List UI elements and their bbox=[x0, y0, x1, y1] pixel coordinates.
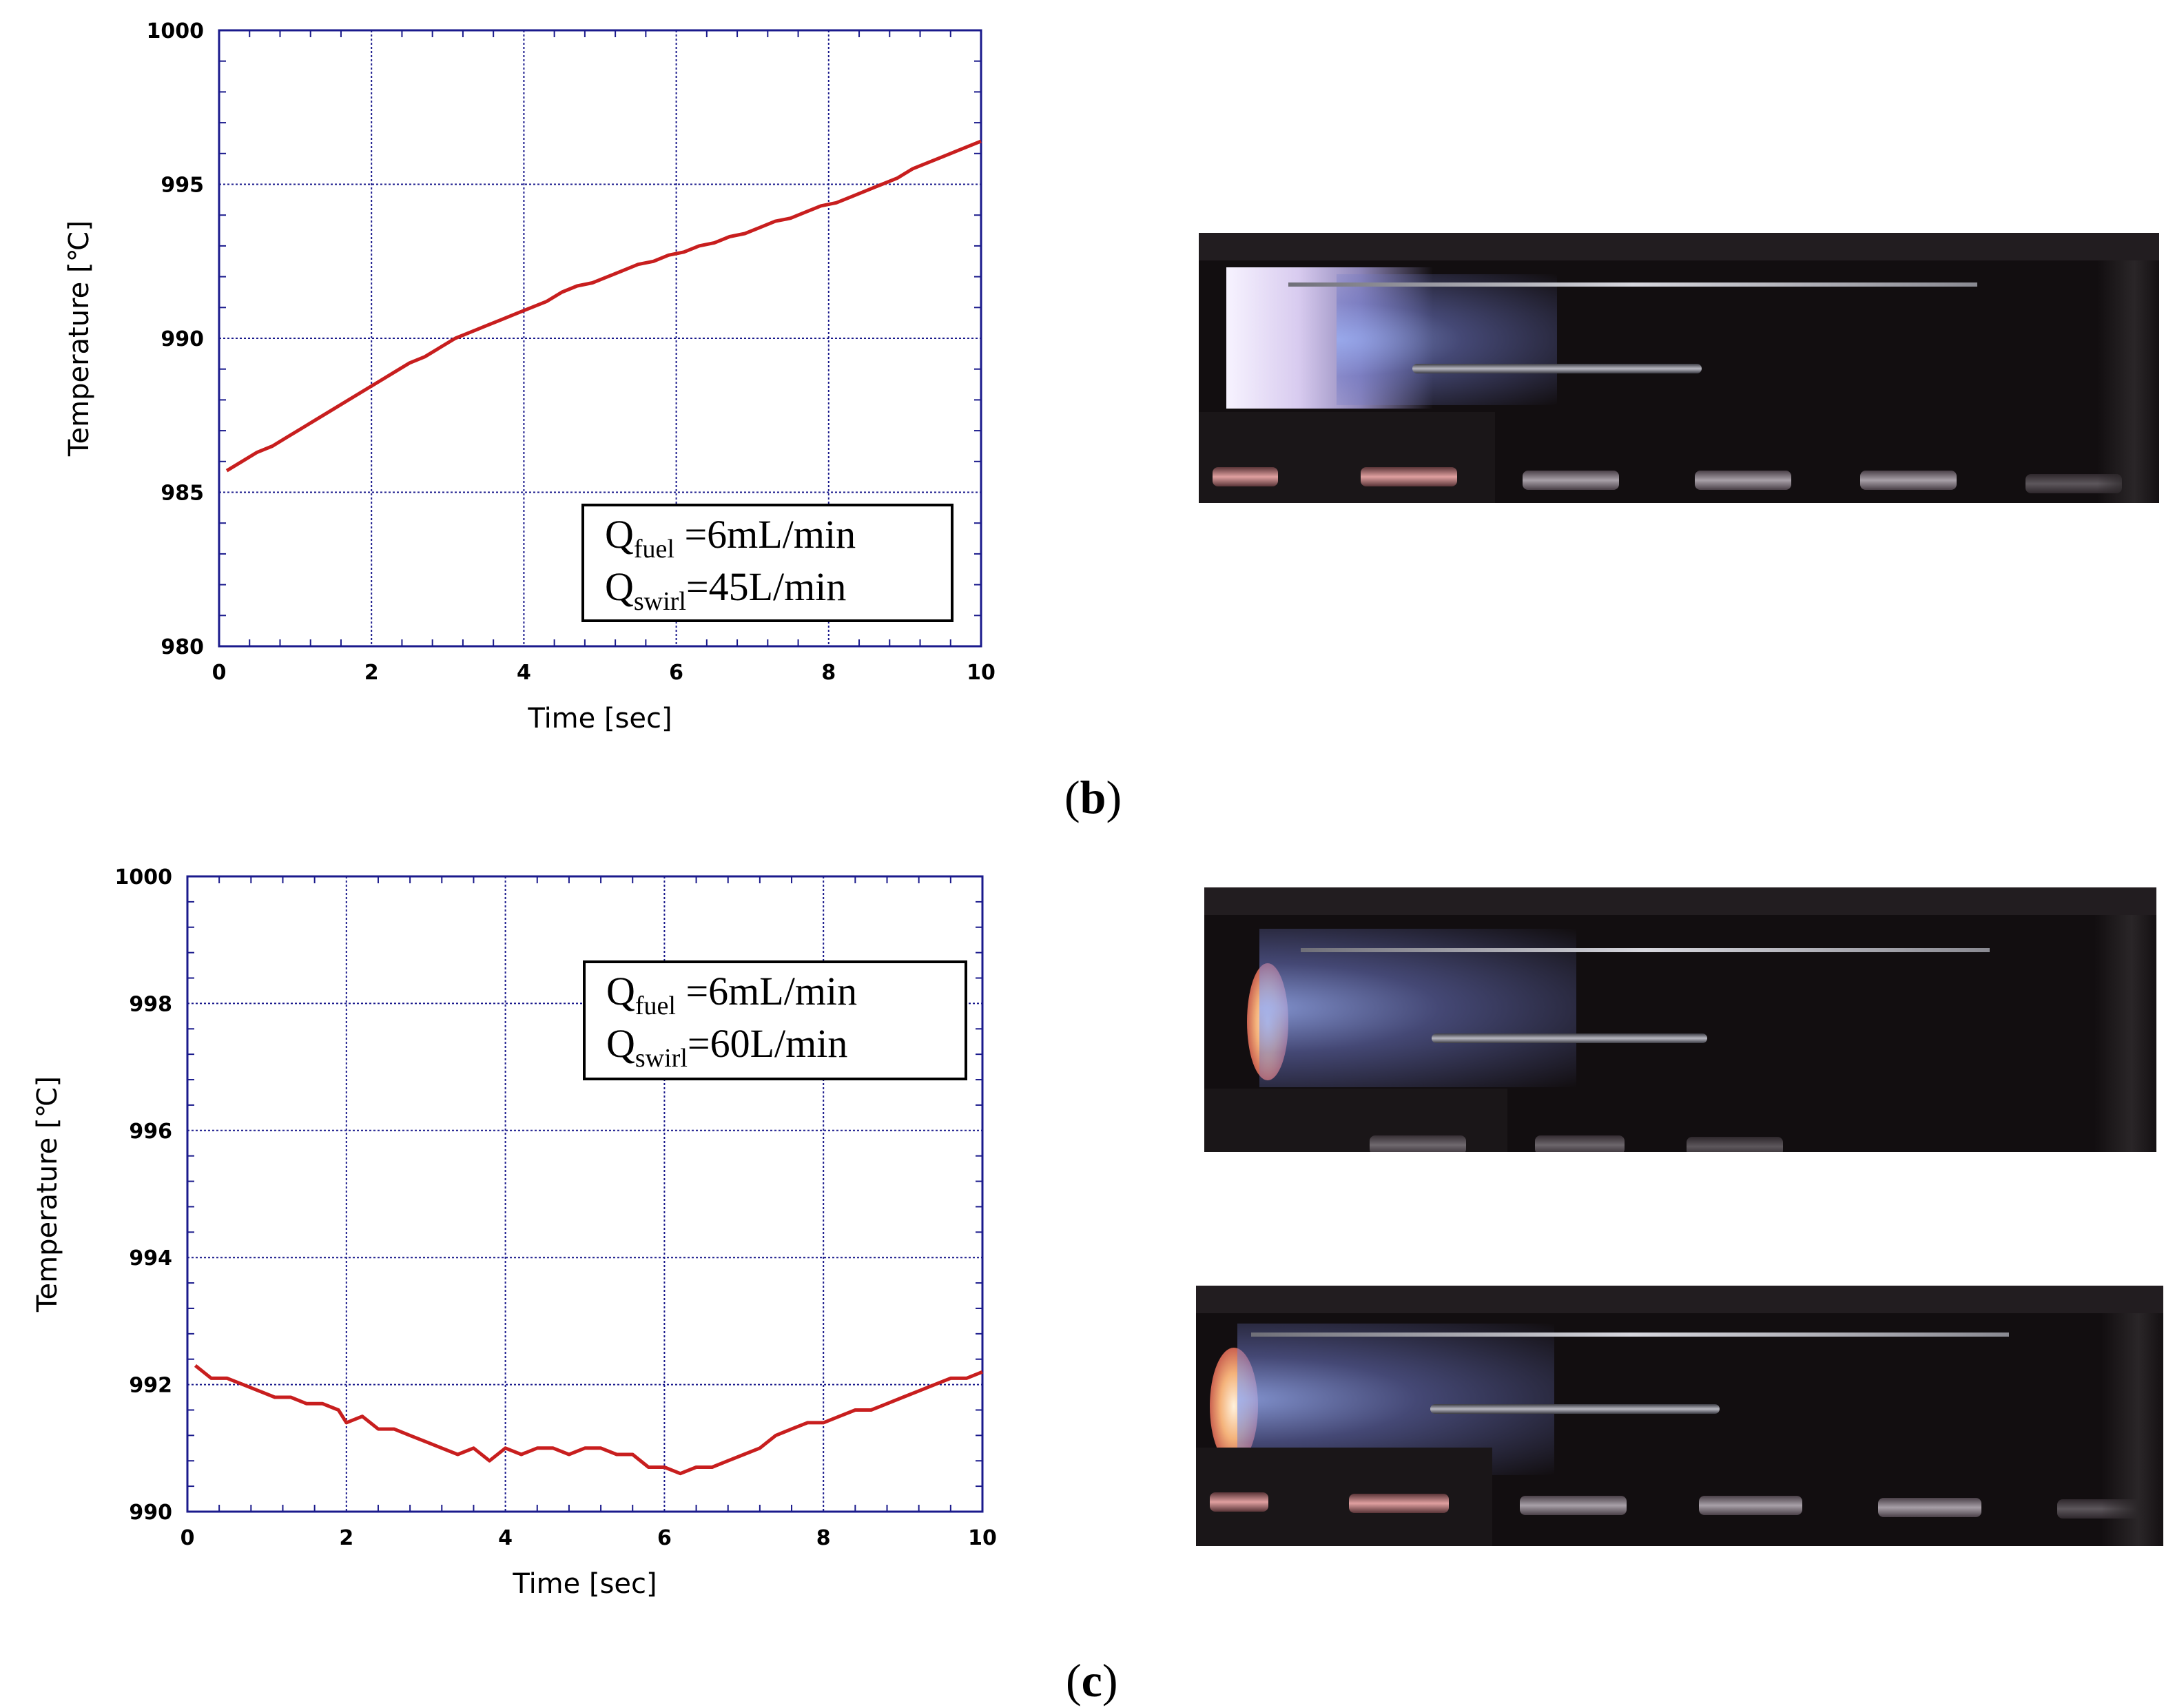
x-tick-label: 8 bbox=[816, 1526, 831, 1550]
y-axis-title: Temperature [℃] bbox=[32, 1076, 63, 1313]
x-tick-label: 2 bbox=[364, 661, 379, 685]
panel-label-b: (b) bbox=[1064, 771, 1122, 823]
plot-frame bbox=[186, 875, 984, 1513]
y-tick-label: 994 bbox=[129, 1246, 172, 1270]
x-tick-label: 4 bbox=[498, 1526, 513, 1550]
legend-entry: Qfuel =6mL/min bbox=[606, 969, 857, 1020]
x-tick-label: 0 bbox=[181, 1526, 195, 1550]
flame-photo-c-upper bbox=[1204, 887, 2156, 1152]
x-tick-label: 6 bbox=[657, 1526, 672, 1550]
legend-entry: Qswirl=60L/min bbox=[606, 1021, 847, 1073]
y-axis-title: Temperature [℃] bbox=[63, 220, 95, 457]
legend-entry: Qswirl=45L/min bbox=[605, 564, 846, 616]
plot-frame bbox=[218, 29, 982, 648]
x-tick-label: 0 bbox=[212, 661, 227, 685]
y-tick-label: 992 bbox=[129, 1374, 172, 1398]
x-tick-label: 2 bbox=[339, 1526, 353, 1550]
x-axis-title: Time [sec] bbox=[512, 1568, 657, 1600]
chart-c: 0 2 4 6 8 10 990 992 994 996 998 1000 Time [sec] Temp… bbox=[32, 865, 997, 1600]
x-tick-label: 10 bbox=[967, 661, 996, 685]
legend-box bbox=[583, 960, 967, 1080]
y-tick-label: 985 bbox=[161, 482, 204, 506]
temperature-series-line bbox=[194, 1364, 983, 1476]
chart-b: 0 2 4 6 8 10 980 985 990 995 1000 Time [sec] Tempera… bbox=[63, 19, 996, 734]
legend-entry: Qfuel =6mL/min bbox=[605, 512, 856, 564]
y-tick-label: 1000 bbox=[115, 865, 173, 889]
y-tick-label: 990 bbox=[129, 1501, 172, 1525]
y-tick-label: 996 bbox=[129, 1120, 172, 1144]
x-axis-title: Time [sec] bbox=[527, 703, 672, 734]
y-tick-label: 998 bbox=[129, 992, 172, 1016]
y-tick-label: 995 bbox=[161, 174, 204, 198]
y-tick-label: 1000 bbox=[147, 19, 205, 43]
flame-photo-c-lower bbox=[1196, 1286, 2163, 1546]
x-tick-label: 10 bbox=[968, 1526, 997, 1550]
temperature-series-line bbox=[225, 139, 982, 473]
panel-label-c: (c) bbox=[1066, 1654, 1118, 1707]
flame-photo-b bbox=[1199, 233, 2159, 503]
legend-box bbox=[581, 504, 954, 622]
y-tick-label: 980 bbox=[161, 635, 204, 659]
x-tick-label: 6 bbox=[669, 661, 683, 685]
y-tick-label: 990 bbox=[161, 327, 204, 351]
x-tick-label: 4 bbox=[517, 661, 531, 685]
x-tick-label: 8 bbox=[821, 661, 836, 685]
